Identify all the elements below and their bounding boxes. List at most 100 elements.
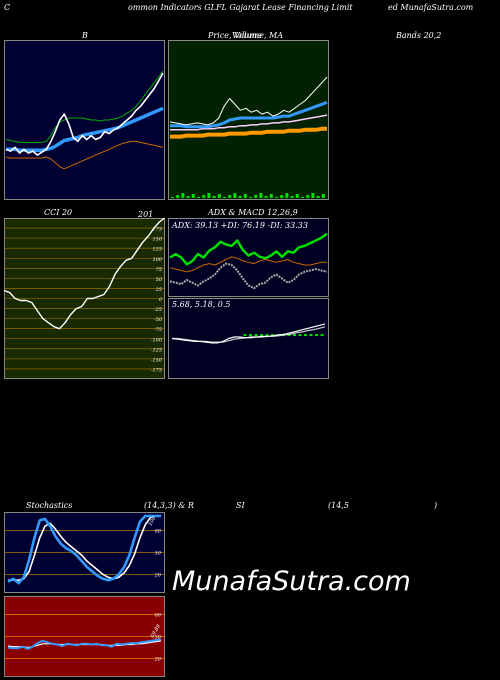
rsi-line [7, 638, 162, 650]
macd-values: 5.68, 5.18, 0.5 [172, 300, 231, 309]
macd-histogram-bar [298, 334, 302, 337]
macd-histogram-bar [243, 334, 247, 337]
volume-bar [301, 197, 304, 198]
volume-bar [212, 196, 216, 198]
price-overlay-title: Volume [232, 31, 262, 40]
volume-bar [228, 195, 232, 198]
volume-bar [275, 197, 278, 198]
macd-histogram-bar [265, 334, 269, 337]
adx-macd-title: ADX & MACD 12,26,9 [208, 208, 298, 217]
macd-panel [168, 298, 329, 379]
cci-tick-label: -125 [151, 347, 162, 353]
rsi-title: SI [236, 501, 245, 510]
volume-bar [202, 195, 206, 198]
volume-bar [191, 194, 195, 198]
macd-histogram-bar [249, 334, 252, 337]
volume-bar [306, 195, 310, 198]
volume-bar [176, 195, 180, 198]
volume-bar [249, 197, 252, 198]
stoch-k-line [7, 514, 161, 585]
volume-bar [233, 193, 237, 198]
macd-histogram-bar [271, 334, 274, 337]
cci-panel: 175 150 125 100 75 50 25 0 -25 -50 -75 -100 -125 -150… [4, 218, 165, 379]
rsi-close: ) [434, 501, 438, 510]
price-ma-fast [170, 100, 328, 129]
watermark: MunafaSutra.com [172, 566, 411, 597]
panel-background [168, 40, 329, 200]
cci-tick-label: -100 [151, 337, 163, 343]
panel-background [168, 298, 329, 379]
volume-bar [217, 194, 221, 198]
macd-histogram-bar [304, 334, 307, 337]
cci-tick-label: 0 [159, 297, 163, 303]
adx-plus-di [169, 232, 328, 266]
adx-panel [168, 218, 329, 297]
volume-bar [316, 196, 320, 198]
price-title: Price, Volume, MA [208, 31, 284, 40]
macd-histogram-bar [320, 334, 324, 337]
macd-histogram-bar [309, 334, 313, 337]
volume-bar [243, 194, 247, 198]
price-panel [168, 40, 329, 200]
stoch-tick-label: 50 [155, 551, 162, 557]
panel-background [4, 40, 165, 200]
stoch-title: Stochastics [26, 501, 73, 510]
stochastics-panel: 80 50 20 100 [4, 512, 165, 593]
stoch-tick-label: 20 [154, 572, 162, 578]
cci-tick-label: 150 [152, 237, 162, 243]
stoch-params: (14,3,3) & R [144, 501, 194, 510]
cci-tick-label: -150 [151, 357, 163, 363]
macd-line [171, 323, 326, 344]
volume-bar [186, 196, 190, 198]
volume-bar [171, 197, 174, 198]
volume-bar [280, 195, 284, 198]
header-right: ed MunafaSutra.com [388, 3, 474, 12]
macd-histogram-bar [287, 334, 291, 337]
cci-line [4, 218, 165, 330]
stoch-tick-label: 80 [155, 529, 162, 535]
price-ma-slow [170, 114, 328, 131]
price-line [169, 76, 328, 126]
macd-histogram-bar [315, 334, 318, 337]
volume-bar [290, 196, 294, 198]
stoch-level-label: 100 [148, 515, 158, 527]
volume-bar [254, 195, 258, 198]
bollinger-middle-band [6, 106, 164, 152]
volume-bar [285, 193, 289, 198]
cci-tick-label: -25 [154, 307, 162, 313]
volume-bar [259, 193, 263, 198]
volume-bar [295, 194, 299, 198]
cci-tick-label: 125 [152, 247, 162, 253]
bands-title: Bands 20,2 [396, 31, 442, 40]
volume-bar [181, 193, 185, 198]
cci-value: 201 [138, 210, 154, 219]
adx-values: ADX: 39.13 +DI: 76.19 -DI: 33.33 [172, 221, 308, 230]
cci-title: CCI 20 [44, 208, 73, 217]
bollinger-panel [4, 40, 165, 200]
bollinger-title: B [82, 31, 88, 40]
cci-tick-label: 100 [152, 257, 162, 263]
macd-histogram-bar [293, 334, 296, 337]
volume-bar [223, 197, 226, 198]
macd-histogram-bar [260, 334, 263, 337]
adx-minus-di [169, 256, 327, 273]
panel-background [168, 218, 329, 297]
rsi-tick-label: 50 [155, 635, 162, 641]
bollinger-upper-band [5, 70, 164, 143]
cci-tick-label: 50 [156, 277, 163, 283]
header-title: ommon Indicators GLFL Gajarat Lease Fina… [128, 3, 353, 12]
volume-bar [238, 196, 242, 198]
volume-bar [207, 193, 211, 198]
cci-tick-label: -75 [154, 327, 162, 333]
volume-bar [321, 194, 325, 198]
volume-bar [311, 193, 315, 198]
adx-line [169, 262, 328, 290]
volume-bar [197, 197, 200, 198]
volume-bar [264, 196, 268, 198]
cci-tick-label: 25 [155, 287, 162, 293]
rsi-params: (14,5 [328, 501, 349, 510]
macd-histogram-bar [254, 334, 258, 337]
bollinger-lower-band [5, 140, 164, 170]
rsi-tick-label: 80 [155, 613, 162, 619]
